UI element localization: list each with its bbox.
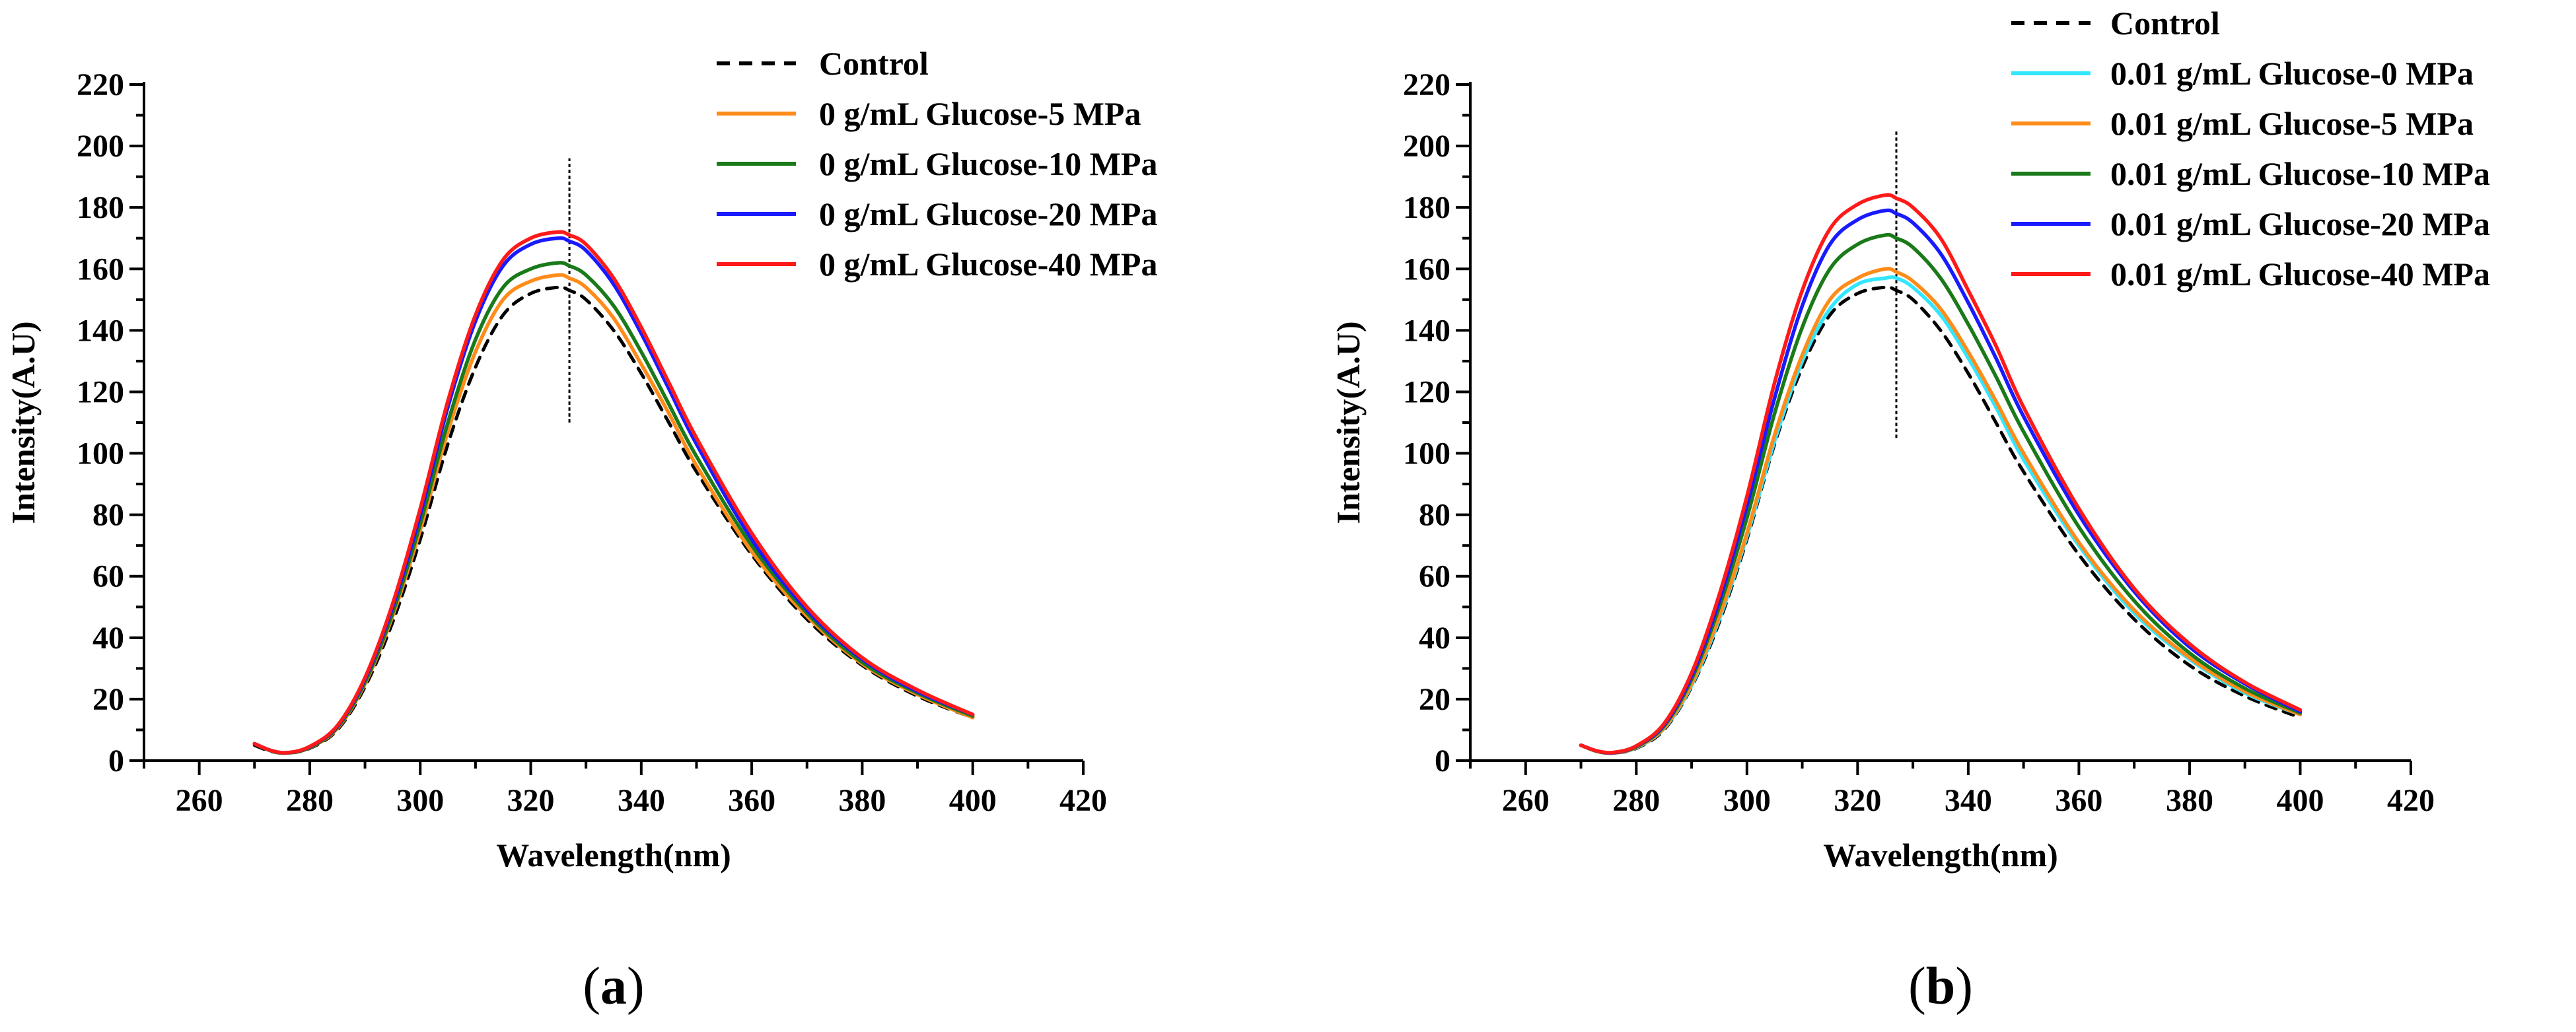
legend-label-1: 0 g/mL Glucose-5 MPa bbox=[819, 95, 1141, 132]
y-tick-label: 0 bbox=[108, 743, 124, 778]
legend-label-2: 0 g/mL Glucose-10 MPa bbox=[819, 145, 1157, 182]
panel-label-open: ( bbox=[1908, 957, 1926, 1015]
y-tick-label: 140 bbox=[1403, 313, 1450, 348]
y-tick-label: 220 bbox=[1403, 67, 1450, 102]
y-tick-label: 140 bbox=[77, 313, 124, 348]
legend-label-3: 0 g/mL Glucose-20 MPa bbox=[819, 195, 1157, 232]
x-tick-label: 280 bbox=[1612, 783, 1660, 818]
y-tick-label: 220 bbox=[77, 67, 124, 102]
legend-label-0: Control bbox=[2110, 5, 2220, 42]
x-tick-label: 260 bbox=[1502, 783, 1550, 818]
y-tick-label: 100 bbox=[1403, 436, 1450, 471]
panel-label: (b) bbox=[1908, 957, 1973, 1015]
x-tick-label: 360 bbox=[2055, 783, 2102, 818]
y-tick-label: 200 bbox=[1403, 129, 1450, 164]
y-tick-label: 160 bbox=[77, 252, 124, 287]
series-line-4 bbox=[252, 230, 975, 755]
panel-label: (a) bbox=[583, 957, 644, 1015]
y-axis-title: Intensity(A.U) bbox=[5, 322, 42, 524]
panel-label-close: ) bbox=[1955, 957, 1973, 1015]
y-axis-title: Intensity(A.U) bbox=[1330, 322, 1367, 524]
x-tick-label: 380 bbox=[838, 783, 886, 818]
y-tick-label: 160 bbox=[1403, 252, 1450, 287]
y-tick-label: 40 bbox=[92, 621, 124, 656]
panel-label-letter: b bbox=[1926, 957, 1956, 1015]
x-tick-label: 420 bbox=[2387, 783, 2435, 818]
x-tick-label: 320 bbox=[507, 783, 555, 818]
legend-label-5: 0.01 g/mL Glucose-40 MPa bbox=[2110, 256, 2490, 292]
x-tick-label: 300 bbox=[1723, 783, 1771, 818]
panel-label-open: ( bbox=[583, 957, 600, 1015]
legend-label-1: 0.01 g/mL Glucose-0 MPa bbox=[2110, 55, 2474, 92]
panel-label-letter: a bbox=[600, 957, 627, 1015]
y-tick-label: 40 bbox=[1419, 621, 1450, 656]
x-tick-label: 380 bbox=[2166, 783, 2213, 818]
y-tick-label: 120 bbox=[1403, 374, 1450, 409]
y-tick-label: 180 bbox=[1403, 190, 1450, 225]
legend-label-4: 0.01 g/mL Glucose-20 MPa bbox=[2110, 205, 2490, 242]
x-axis-title: Wavelength(nm) bbox=[496, 837, 731, 874]
chart-panel-a: 0 20 40 60 80 100 120 140 160 180 200 220 260 280 300 3… bbox=[5, 45, 1157, 1015]
chart-panel-b: 0 20 40 60 80 100 120 140 160 180 200 220 260 280 300 3… bbox=[1330, 5, 2490, 1015]
y-tick-label: 20 bbox=[1419, 682, 1450, 717]
panel-label-close: ) bbox=[627, 957, 645, 1015]
legend-label-3: 0.01 g/mL Glucose-10 MPa bbox=[2110, 155, 2490, 192]
x-tick-label: 320 bbox=[1834, 783, 1881, 818]
y-tick-label: 20 bbox=[92, 682, 124, 717]
y-tick-label: 80 bbox=[1419, 498, 1450, 533]
legend-label-2: 0.01 g/mL Glucose-5 MPa bbox=[2110, 105, 2474, 142]
x-tick-label: 360 bbox=[728, 783, 775, 818]
legend-label-4: 0 g/mL Glucose-40 MPa bbox=[819, 246, 1157, 283]
x-axis-title: Wavelength(nm) bbox=[1823, 837, 2058, 874]
x-tick-label: 400 bbox=[2276, 783, 2324, 818]
x-tick-label: 300 bbox=[396, 783, 444, 818]
y-tick-label: 60 bbox=[1419, 559, 1450, 594]
y-tick-label: 180 bbox=[77, 190, 124, 225]
series-line-5 bbox=[1579, 193, 2303, 755]
x-tick-label: 420 bbox=[1059, 783, 1107, 818]
y-tick-label: 100 bbox=[77, 436, 124, 471]
x-tick-label: 340 bbox=[1945, 783, 1992, 818]
y-tick-label: 60 bbox=[92, 559, 124, 594]
legend-label-0: Control bbox=[819, 45, 929, 82]
y-tick-label: 80 bbox=[92, 498, 124, 533]
x-tick-label: 340 bbox=[618, 783, 665, 818]
x-tick-label: 280 bbox=[286, 783, 334, 818]
y-tick-label: 200 bbox=[77, 129, 124, 164]
y-tick-label: 120 bbox=[77, 374, 124, 409]
x-tick-label: 400 bbox=[949, 783, 997, 818]
y-tick-label: 0 bbox=[1435, 743, 1450, 778]
x-tick-label: 260 bbox=[176, 783, 223, 818]
